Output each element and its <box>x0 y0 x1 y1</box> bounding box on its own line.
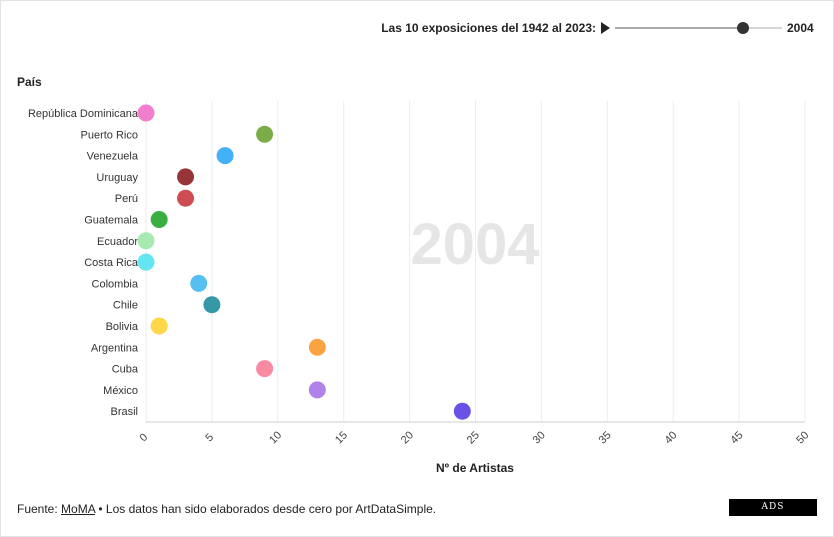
data-point[interactable] <box>216 147 234 165</box>
country-label: Perú <box>115 193 138 205</box>
y-axis-title: País <box>17 75 42 89</box>
country-label: Costa Rica <box>84 257 139 269</box>
data-point[interactable] <box>177 189 195 207</box>
country-label: Puerto Rico <box>81 129 138 141</box>
x-tick-label: 35 <box>597 429 614 446</box>
country-label: Guatemala <box>84 215 139 227</box>
slider-year-value: 2004 <box>787 21 814 35</box>
data-point[interactable] <box>137 232 155 250</box>
country-label: Uruguay <box>96 172 138 184</box>
data-point[interactable] <box>308 381 326 399</box>
footer-prefix: Fuente: <box>17 502 62 516</box>
artdatasimple-logo: ADS <box>729 499 817 516</box>
data-point[interactable] <box>256 125 274 143</box>
data-point[interactable] <box>256 360 274 378</box>
data-point[interactable] <box>177 168 195 186</box>
data-point[interactable] <box>190 274 208 292</box>
watermark-year: 2004 <box>410 212 539 277</box>
country-label: Cuba <box>112 364 139 376</box>
data-point[interactable] <box>453 402 471 420</box>
country-label: Argentina <box>91 342 139 354</box>
moma-link[interactable]: MoMA <box>61 502 96 516</box>
x-tick-label: 20 <box>399 429 416 446</box>
x-tick-label: 40 <box>663 429 680 446</box>
country-label: Venezuela <box>87 151 139 163</box>
data-point[interactable] <box>150 211 168 228</box>
x-tick-label: 0 <box>137 431 150 444</box>
x-tick-label: 5 <box>203 431 216 444</box>
x-tick-label: 30 <box>531 429 548 446</box>
footer-suffix: • Los datos han sido elaborados desde ce… <box>95 502 437 516</box>
data-point[interactable] <box>137 253 155 271</box>
slider-thumb[interactable] <box>736 22 749 34</box>
year-controls: Las 10 exposiciones del 1942 al 2023: 20… <box>300 20 820 38</box>
x-axis-title: Nº de Artistas <box>436 461 514 475</box>
country-label: Chile <box>113 300 138 312</box>
year-slider[interactable] <box>615 22 782 34</box>
x-tick-label: 50 <box>794 429 811 446</box>
country-label: Bolivia <box>106 321 139 333</box>
data-point[interactable] <box>150 317 168 335</box>
country-label: Ecuador <box>97 236 138 248</box>
country-label: Colombia <box>92 278 139 290</box>
country-label: Brasil <box>110 406 138 418</box>
x-tick-label: 10 <box>267 429 284 446</box>
footer-source: Fuente: MoMA • Los datos han sido elabor… <box>17 502 436 516</box>
country-label: República Dominicana <box>28 108 139 120</box>
data-point[interactable] <box>203 296 221 314</box>
data-point[interactable] <box>137 104 155 122</box>
x-tick-label: 15 <box>333 429 350 446</box>
x-tick-label: 45 <box>728 429 745 446</box>
data-point[interactable] <box>308 338 326 356</box>
x-tick-label: 25 <box>465 429 482 446</box>
country-label: México <box>103 385 138 397</box>
slider-label: Las 10 exposiciones del 1942 al 2023: <box>381 21 596 35</box>
slider-fill <box>615 27 743 29</box>
play-icon[interactable] <box>601 22 610 34</box>
